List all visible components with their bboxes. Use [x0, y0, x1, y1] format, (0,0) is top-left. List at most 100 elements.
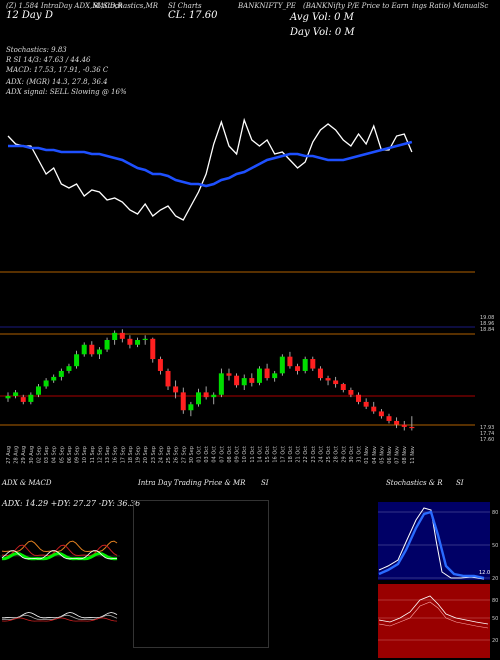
candle-body	[356, 394, 362, 402]
candle-body	[127, 338, 133, 345]
x-date-label: 23 Sep	[151, 446, 157, 463]
x-date-label: 08 Nov	[402, 446, 408, 464]
date-label: 12 Day	[6, 10, 42, 21]
stoch-d-line	[378, 510, 485, 580]
candle-body	[272, 373, 278, 379]
candle-body	[89, 344, 95, 355]
x-date-label: 22 Oct	[303, 446, 309, 463]
x-date-label: 17 Oct	[280, 446, 286, 463]
candle-body	[226, 373, 232, 376]
x-date-label: 01 Oct	[197, 446, 203, 463]
candle-body	[203, 392, 209, 398]
y-tick-label: 18.84	[480, 327, 494, 333]
candle-body	[401, 424, 407, 427]
x-date-label: 04 Nov	[372, 446, 378, 464]
x-date-label: 25 Oct	[326, 446, 332, 463]
candle-body	[371, 406, 377, 412]
adx-signal-readout: ADX signal: SELL Slowing @ 16%	[6, 88, 127, 96]
x-date-label: 27 Aug	[6, 446, 12, 464]
candle-body	[35, 386, 41, 395]
x-date-label: 30 Oct	[349, 446, 355, 463]
candle-body	[28, 394, 34, 402]
rsi-tick-label: 50	[492, 616, 498, 622]
y-tick-label: 17.60	[480, 437, 494, 443]
x-date-label: 09 Sep	[75, 446, 81, 463]
adx-minus-di-line	[1, 544, 118, 557]
x-date-label: 13 Sep	[105, 446, 111, 463]
intraday-panel-title-2: SI	[261, 479, 269, 487]
stoch-tick-label: 80	[492, 510, 498, 516]
x-date-label: 30 Aug	[29, 446, 35, 464]
adx-macd-panel: ADX & MACD ADX: 14.29 +DY: 27.27 -DY: 36…	[0, 476, 140, 660]
stoch-k-line	[378, 507, 485, 580]
x-date-label: 19 Sep	[136, 446, 142, 463]
x-date-label: 04 Sep	[52, 446, 58, 463]
rsi-signal-line	[378, 601, 489, 629]
x-date-label: 18 Sep	[128, 446, 134, 463]
candle-body	[287, 356, 293, 367]
stochastics-panel: Stochastics & R SI 80 50 20 80 50 20 12.0	[376, 476, 500, 660]
candle-body	[165, 370, 171, 387]
x-date-label: 05 Nov	[379, 446, 385, 464]
candle-body	[142, 338, 148, 341]
candle-body	[74, 354, 80, 367]
intraday-panel-title: Intra Day Trading Price & MR	[138, 479, 246, 487]
x-date-label: 09 Oct	[235, 446, 241, 463]
candle-body	[279, 356, 285, 374]
adx-panel-title: ADX: 14.29 +DY: 27.27 -DY: 36.36	[2, 499, 141, 508]
x-date-label: 07 Nov	[395, 446, 401, 464]
candle-body	[13, 392, 19, 396]
x-date-label: 10 Oct	[242, 446, 248, 463]
x-date-label: 25 Sep	[166, 446, 172, 463]
candle-body	[150, 338, 156, 360]
x-date-label: 04 Oct	[212, 446, 218, 463]
x-date-label: 31 Oct	[357, 446, 363, 463]
candle-body	[211, 394, 217, 398]
x-date-label: 21 Oct	[296, 446, 302, 463]
candle-body	[234, 375, 240, 386]
header-line-1b: SI,Stochastics,MR	[93, 2, 159, 10]
stochastics-readout: Stochastics: 9.83	[6, 46, 67, 54]
candle-body	[409, 426, 415, 429]
ema-line	[8, 140, 413, 188]
header-line-1a: (Z) 1.584 IntraDay ADX,MACD,R	[6, 2, 123, 10]
y-tick-label: 18.96	[480, 321, 494, 327]
y-tick-label: 17.93	[480, 425, 494, 431]
candle-body	[180, 392, 186, 411]
x-date-label: 10 Sep	[82, 446, 88, 463]
adx-panel-subtitle: ADX & MACD	[2, 479, 52, 487]
candle-body	[20, 397, 26, 402]
candle-body	[310, 359, 316, 369]
candle-body	[241, 378, 247, 386]
candle-body	[348, 390, 354, 395]
header-line-1e: (BANKNifty P/E Price to Earn	[303, 2, 409, 10]
x-date-label: 24 Oct	[318, 446, 324, 463]
x-date-label: 11 Sep	[90, 446, 96, 463]
candle-body	[363, 401, 369, 407]
header-line-1f: ings Ratio) ManualSc	[412, 2, 489, 10]
candle-body	[333, 380, 339, 385]
x-date-label: 29 Aug	[21, 446, 27, 464]
x-date-label: 11 Nov	[410, 446, 416, 464]
adx-readout: ADX: (MGR) 14.3, 27.8, 36.4	[6, 78, 108, 86]
candle-body	[58, 370, 64, 377]
candle-body	[264, 368, 270, 379]
avg-vol-label: Avg Vol: 0 M	[290, 12, 354, 23]
x-date-label: 01 Nov	[364, 446, 370, 464]
y-tick-label: 19.08	[480, 315, 494, 321]
candle-body	[81, 344, 87, 355]
rsi-tick-label: 20	[492, 638, 498, 644]
intraday-panel: Intra Day Trading Price & MR SI	[128, 476, 373, 660]
candle-body	[386, 416, 392, 421]
rsi-line	[378, 595, 489, 625]
x-date-label: 11 Oct	[250, 446, 256, 463]
x-date-label: 26 Sep	[174, 446, 180, 463]
x-date-label: 05 Sep	[59, 446, 65, 463]
day-vol-label: Day Vol: 0 M	[290, 27, 355, 38]
candle-body	[256, 368, 262, 383]
x-date-label: 20 Sep	[143, 446, 149, 463]
candle-body	[196, 392, 201, 405]
header-line-1c: SI Charts	[168, 2, 202, 10]
